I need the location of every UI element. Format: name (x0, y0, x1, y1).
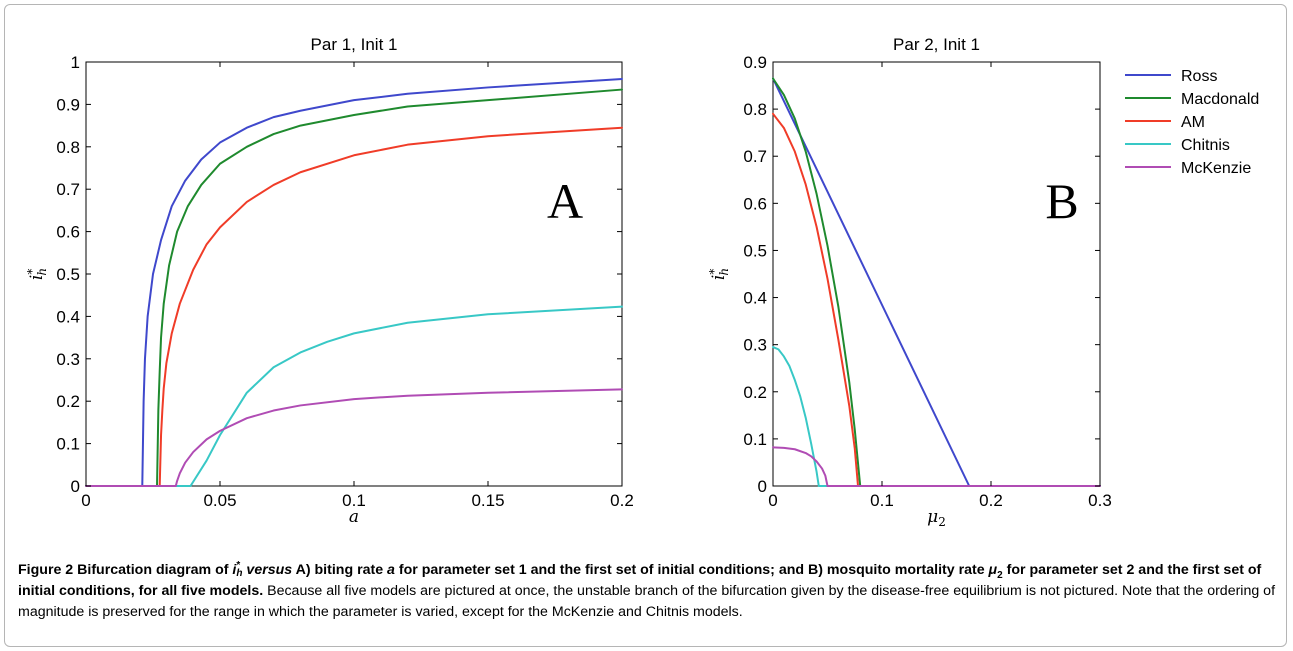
y-tick-label: 0.1 (56, 435, 80, 454)
panel-letter: B (1045, 173, 1078, 229)
series-line-ross (85, 77, 623, 487)
y-tick-label: 0 (71, 477, 80, 496)
chart-title: Par 2, Init 1 (893, 35, 980, 54)
caption-bold-text-3: for parameter set 1 and the first set of… (394, 562, 989, 578)
series-line-mckenzie (772, 446, 1101, 487)
y-axis-label: i*h (25, 268, 49, 280)
caption-versus: versus (242, 562, 293, 578)
chart-panel-B: 0 0.1 0.2 0.3 0 0.1 0.2 0.3 0.4 0.5 0.6 0.7 0.8 0.9 Pa… (707, 35, 1259, 529)
y-tick-label: 0.7 (56, 180, 80, 199)
series-line-chitnis (85, 305, 623, 487)
y-tick-label: 0.6 (743, 194, 767, 213)
figure-caption: Figure 2 Bifurcation diagram of i * h vers… (18, 560, 1278, 623)
caption-mu-sub: 2 (997, 569, 1003, 581)
y-tick-label: 0.3 (56, 350, 80, 369)
y-tick-label: 0.9 (56, 95, 80, 114)
y-axis-label-text: i*h (25, 268, 49, 280)
legend-label-chitnis: Chitnis (1181, 137, 1230, 154)
x-tick-label: 0.3 (1088, 491, 1112, 510)
caption-figure-label: Figure 2 (18, 562, 74, 578)
y-tick-label: 0.1 (743, 430, 767, 449)
y-tick-label: 0.8 (56, 138, 80, 157)
y-axis-label-text: i*h (707, 268, 731, 280)
series-line-am (772, 112, 1101, 487)
series-line-chitnis (772, 346, 1101, 487)
y-tick-label: 0.3 (743, 336, 767, 355)
series-line-mckenzie (85, 388, 623, 487)
y-tick-label: 0.2 (743, 383, 767, 402)
x-tick-label: 0.1 (870, 491, 894, 510)
y-tick-label: 0.4 (56, 307, 80, 326)
caption-var-a: a (387, 562, 395, 578)
chart-legend: Ross Macdonald AM Chitnis McKenzie (1125, 68, 1259, 177)
chart-title: Par 1, Init 1 (311, 35, 398, 54)
y-tick-label: 0.7 (743, 147, 767, 166)
caption-var-sup: * (236, 560, 241, 572)
x-axis-label: a (349, 507, 359, 527)
panel-letter: A (547, 173, 583, 229)
x-tick-label: 0 (81, 491, 90, 510)
x-axis-label: μ2 (927, 507, 946, 529)
series-line-am (85, 126, 623, 487)
y-axis-label: i*h (707, 268, 731, 280)
chart-panel-A: 0 0.05 0.1 0.15 0.2 0 0.1 0.2 0.3 0.4 0.5 0.6 0.7 0.8… (25, 35, 634, 527)
series-line-macdonald (85, 88, 623, 487)
y-tick-label: 0.5 (56, 265, 80, 284)
caption-bold-text-4: for parameter set 2 and the first set of… (18, 562, 1262, 599)
y-tick-label: 0.2 (56, 392, 80, 411)
plot-area (772, 61, 1101, 487)
caption-bold-text-2: A) biting rate (292, 562, 388, 578)
y-tick-label: 0.4 (743, 289, 767, 308)
plot-area (85, 61, 623, 487)
x-tick-label: 0.05 (203, 491, 236, 510)
series-line-macdonald (772, 77, 1101, 487)
y-tick-label: 0.8 (743, 100, 767, 119)
x-tick-label: 0.2 (979, 491, 1003, 510)
y-tick-label: 1 (71, 53, 80, 72)
legend-label-macdonald: Macdonald (1181, 91, 1259, 108)
x-tick-label: 0 (768, 491, 777, 510)
y-tick-label: 0 (758, 477, 767, 496)
caption-normal-text: Because all five models are pictured at … (18, 583, 1276, 620)
y-tick-label: 0.5 (743, 241, 767, 260)
caption-bold-text-1: Bifurcation diagram of (73, 562, 233, 578)
legend-label-mckenzie: McKenzie (1181, 160, 1251, 177)
y-tick-label: 0.6 (56, 223, 80, 242)
legend-label-ross: Ross (1181, 68, 1217, 85)
legend-label-am: AM (1181, 114, 1205, 131)
caption-var-sub: h (236, 568, 243, 580)
x-tick-label: 0.1 (342, 491, 366, 510)
x-tick-label: 0.2 (610, 491, 634, 510)
y-tick-label: 0.9 (743, 53, 767, 72)
caption-var-i: i (232, 562, 237, 578)
caption-mu: μ (988, 562, 998, 578)
x-tick-label: 0.15 (471, 491, 504, 510)
